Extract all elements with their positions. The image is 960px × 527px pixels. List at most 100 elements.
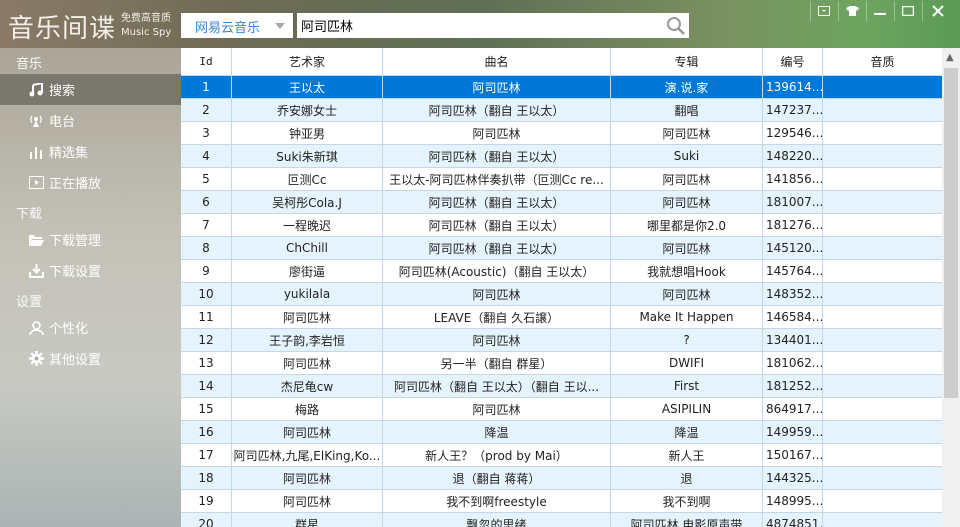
download-icon bbox=[28, 263, 44, 278]
table-cell: 181062... bbox=[763, 352, 823, 374]
vertical-scrollbar[interactable]: ▲ bbox=[942, 48, 960, 527]
column-header[interactable]: 艺术家 bbox=[232, 48, 383, 75]
table-row[interactable]: 2 乔安娜女士 阿司匹林（翻自 王以太） 翻唱 147237... bbox=[181, 99, 942, 122]
table-cell: 我不到啊freestyle bbox=[383, 490, 611, 512]
table-cell: 148220... bbox=[763, 145, 823, 167]
table-cell: 阿司匹林 电影原声带 bbox=[611, 513, 763, 527]
table-cell: 阿司匹林 bbox=[611, 191, 763, 213]
table-cell: 王以太 bbox=[232, 76, 383, 98]
table-cell bbox=[823, 76, 942, 98]
table-cell: 退（翻自 蒋蒋） bbox=[383, 467, 611, 489]
table-row[interactable]: 7 一程晚迟 阿司匹林（翻自 王以太） 哪里都是你2.0 181276... bbox=[181, 214, 942, 237]
table-row[interactable]: 4 Suki朱新琪 阿司匹林（翻自 王以太） Suki 148220... bbox=[181, 145, 942, 168]
table-cell bbox=[823, 352, 942, 374]
bars-icon bbox=[28, 145, 44, 159]
table-cell: 阿司匹林（翻自 王以太） bbox=[383, 145, 611, 167]
table-cell: 6 bbox=[181, 191, 232, 213]
sidebar-item[interactable]: 搜索 bbox=[0, 74, 181, 105]
sidebar-item[interactable]: 个性化 bbox=[0, 312, 181, 343]
sidebar-item-label: 下载设置 bbox=[49, 265, 102, 280]
table-row[interactable]: 17 阿司匹林,九尾,ElKing,Ko... 新人王？（prod by Mai）新… bbox=[181, 444, 942, 467]
table-row[interactable]: 6 吴柯彤Cola.J 阿司匹林（翻自 王以太） 阿司匹林 181007... bbox=[181, 191, 942, 214]
table-row[interactable]: 18 阿司匹林 退（翻自 蒋蒋）退 144325... bbox=[181, 467, 942, 490]
table-cell: 阿司匹林（翻自 王以太） bbox=[383, 99, 611, 121]
column-header[interactable]: 编号 bbox=[763, 48, 823, 75]
table-cell: 181252... bbox=[763, 375, 823, 397]
results-table: Id 艺术家 曲名 专辑 编号 音质 1 王以太 阿司匹林 演.说.家 139614... 2 乔安娜女… bbox=[181, 48, 942, 527]
table-cell: yukilala bbox=[232, 283, 383, 305]
column-header[interactable]: 专辑 bbox=[611, 48, 763, 75]
table-cell: DWIFI bbox=[611, 352, 763, 374]
title-bar: 音乐间谍 免费高音质 Music Spy 网易云音乐 bbox=[0, 0, 960, 48]
source-dropdown[interactable]: 网易云音乐 bbox=[181, 13, 293, 38]
scrollbar-thumb[interactable] bbox=[944, 68, 958, 398]
table-cell bbox=[823, 168, 942, 190]
column-header[interactable]: 曲名 bbox=[383, 48, 611, 75]
table-cell: 阿司匹林 bbox=[232, 490, 383, 512]
table-cell: ? bbox=[611, 329, 763, 351]
scroll-up-icon[interactable]: ▲ bbox=[946, 52, 954, 63]
table-row[interactable]: 15 梅路 阿司匹林 ASIPILIN 864917... bbox=[181, 398, 942, 421]
table-row[interactable]: 13 阿司匹林 另一半（翻自 群星） DWIFI 181062... bbox=[181, 352, 942, 375]
table-cell: 一程晚迟 bbox=[232, 214, 383, 236]
sidebar-item[interactable]: 下载管理 bbox=[0, 224, 181, 255]
table-cell bbox=[823, 444, 942, 466]
music-note-icon bbox=[28, 82, 44, 97]
table-cell: 我不到啊 bbox=[611, 490, 763, 512]
table-cell bbox=[823, 260, 942, 282]
table-cell: 4874851... bbox=[763, 513, 823, 527]
table-row[interactable]: 12 王子韵,李岩恒 阿司匹林? 134401... bbox=[181, 329, 942, 352]
search-icon[interactable] bbox=[666, 16, 686, 36]
table-cell: 3 bbox=[181, 122, 232, 144]
table-cell: 150167... bbox=[763, 444, 823, 466]
table-row[interactable]: 1 王以太 阿司匹林 演.说.家 139614... bbox=[181, 76, 942, 99]
folder-icon bbox=[28, 234, 44, 246]
table-row[interactable]: 8 ChChill 阿司匹林（翻自 王以太） 阿司匹林 145120... bbox=[181, 237, 942, 260]
table-header: Id 艺术家 曲名 专辑 编号 音质 bbox=[181, 48, 942, 76]
table-row[interactable]: 10 yukilala 阿司匹林 阿司匹林 148352... bbox=[181, 283, 942, 306]
table-cell: 145764... bbox=[763, 260, 823, 282]
skin-icon[interactable] bbox=[838, 1, 865, 21]
close-icon[interactable] bbox=[922, 1, 952, 21]
table-cell: 新人王 bbox=[611, 444, 763, 466]
sidebar-item[interactable]: 正在播放 bbox=[0, 167, 181, 198]
table-cell: 飘忽的思绪 bbox=[383, 513, 611, 527]
table-cell: 阿司匹林 bbox=[611, 168, 763, 190]
table-cell: 阿司匹林 bbox=[383, 329, 611, 351]
table-row[interactable]: 9 廖街逼 阿司匹林(Acoustic)（翻自 王以太） 我就想唱Hook 145764… bbox=[181, 260, 942, 283]
sidebar-section-title: 下载 bbox=[16, 207, 43, 222]
table-cell: 147237... bbox=[763, 99, 823, 121]
table-cell: 阿司匹林 bbox=[232, 421, 383, 443]
table-cell: ASIPILIN bbox=[611, 398, 763, 420]
table-row[interactable]: 11 阿司匹林 LEAVE（翻自 久石譲） Make It Happen 146584.… bbox=[181, 306, 942, 329]
table-cell: 19 bbox=[181, 490, 232, 512]
column-header[interactable]: Id bbox=[181, 48, 232, 75]
sidebar-item[interactable]: 其他设置 bbox=[0, 343, 181, 374]
table-cell: 14 bbox=[181, 375, 232, 397]
maximize-icon[interactable] bbox=[894, 1, 921, 21]
sidebar-item-label: 下载管理 bbox=[49, 234, 102, 249]
table-row[interactable]: 3 钟亚男 阿司匹林 阿司匹林 129546... bbox=[181, 122, 942, 145]
table-cell: Suki bbox=[611, 145, 763, 167]
table-cell: 864917... bbox=[763, 398, 823, 420]
table-row[interactable]: 16 阿司匹林 降温 降温 149959... bbox=[181, 421, 942, 444]
table-row[interactable]: 5 叵测Cc 王以太-阿司匹林伴奏扒带（叵测Cc re... 阿司匹林 141856..… bbox=[181, 168, 942, 191]
table-cell: 阿司匹林（翻自 王以太） bbox=[383, 237, 611, 259]
table-row[interactable]: 14 杰尼龟cw 阿司匹林（翻自 王以太）（翻自 王以... First 181252.… bbox=[181, 375, 942, 398]
table-row[interactable]: 19 阿司匹林 我不到啊freestyle 我不到啊 148995... bbox=[181, 490, 942, 513]
column-header[interactable]: 音质 bbox=[870, 55, 895, 69]
table-cell bbox=[823, 490, 942, 512]
sidebar-item[interactable]: 下载设置 bbox=[0, 255, 181, 286]
table-cell: 另一半（翻自 群星） bbox=[383, 352, 611, 374]
sidebar: 音乐 搜索 电台 精选集 正在播放 下载 下载管理 下载设置 设置 个性化 其他设置 bbox=[0, 48, 181, 527]
sidebar-item[interactable]: 精选集 bbox=[0, 136, 181, 167]
search-input[interactable] bbox=[297, 13, 689, 38]
table-cell: 阿司匹林 bbox=[232, 306, 383, 328]
table-cell bbox=[823, 421, 942, 443]
sidebar-item[interactable]: 电台 bbox=[0, 105, 181, 136]
table-cell: 阿司匹林（翻自 王以太）（翻自 王以... bbox=[383, 375, 611, 397]
menu-icon[interactable] bbox=[810, 1, 837, 21]
minimize-icon[interactable] bbox=[866, 1, 893, 21]
table-cell: ChChill bbox=[232, 237, 383, 259]
